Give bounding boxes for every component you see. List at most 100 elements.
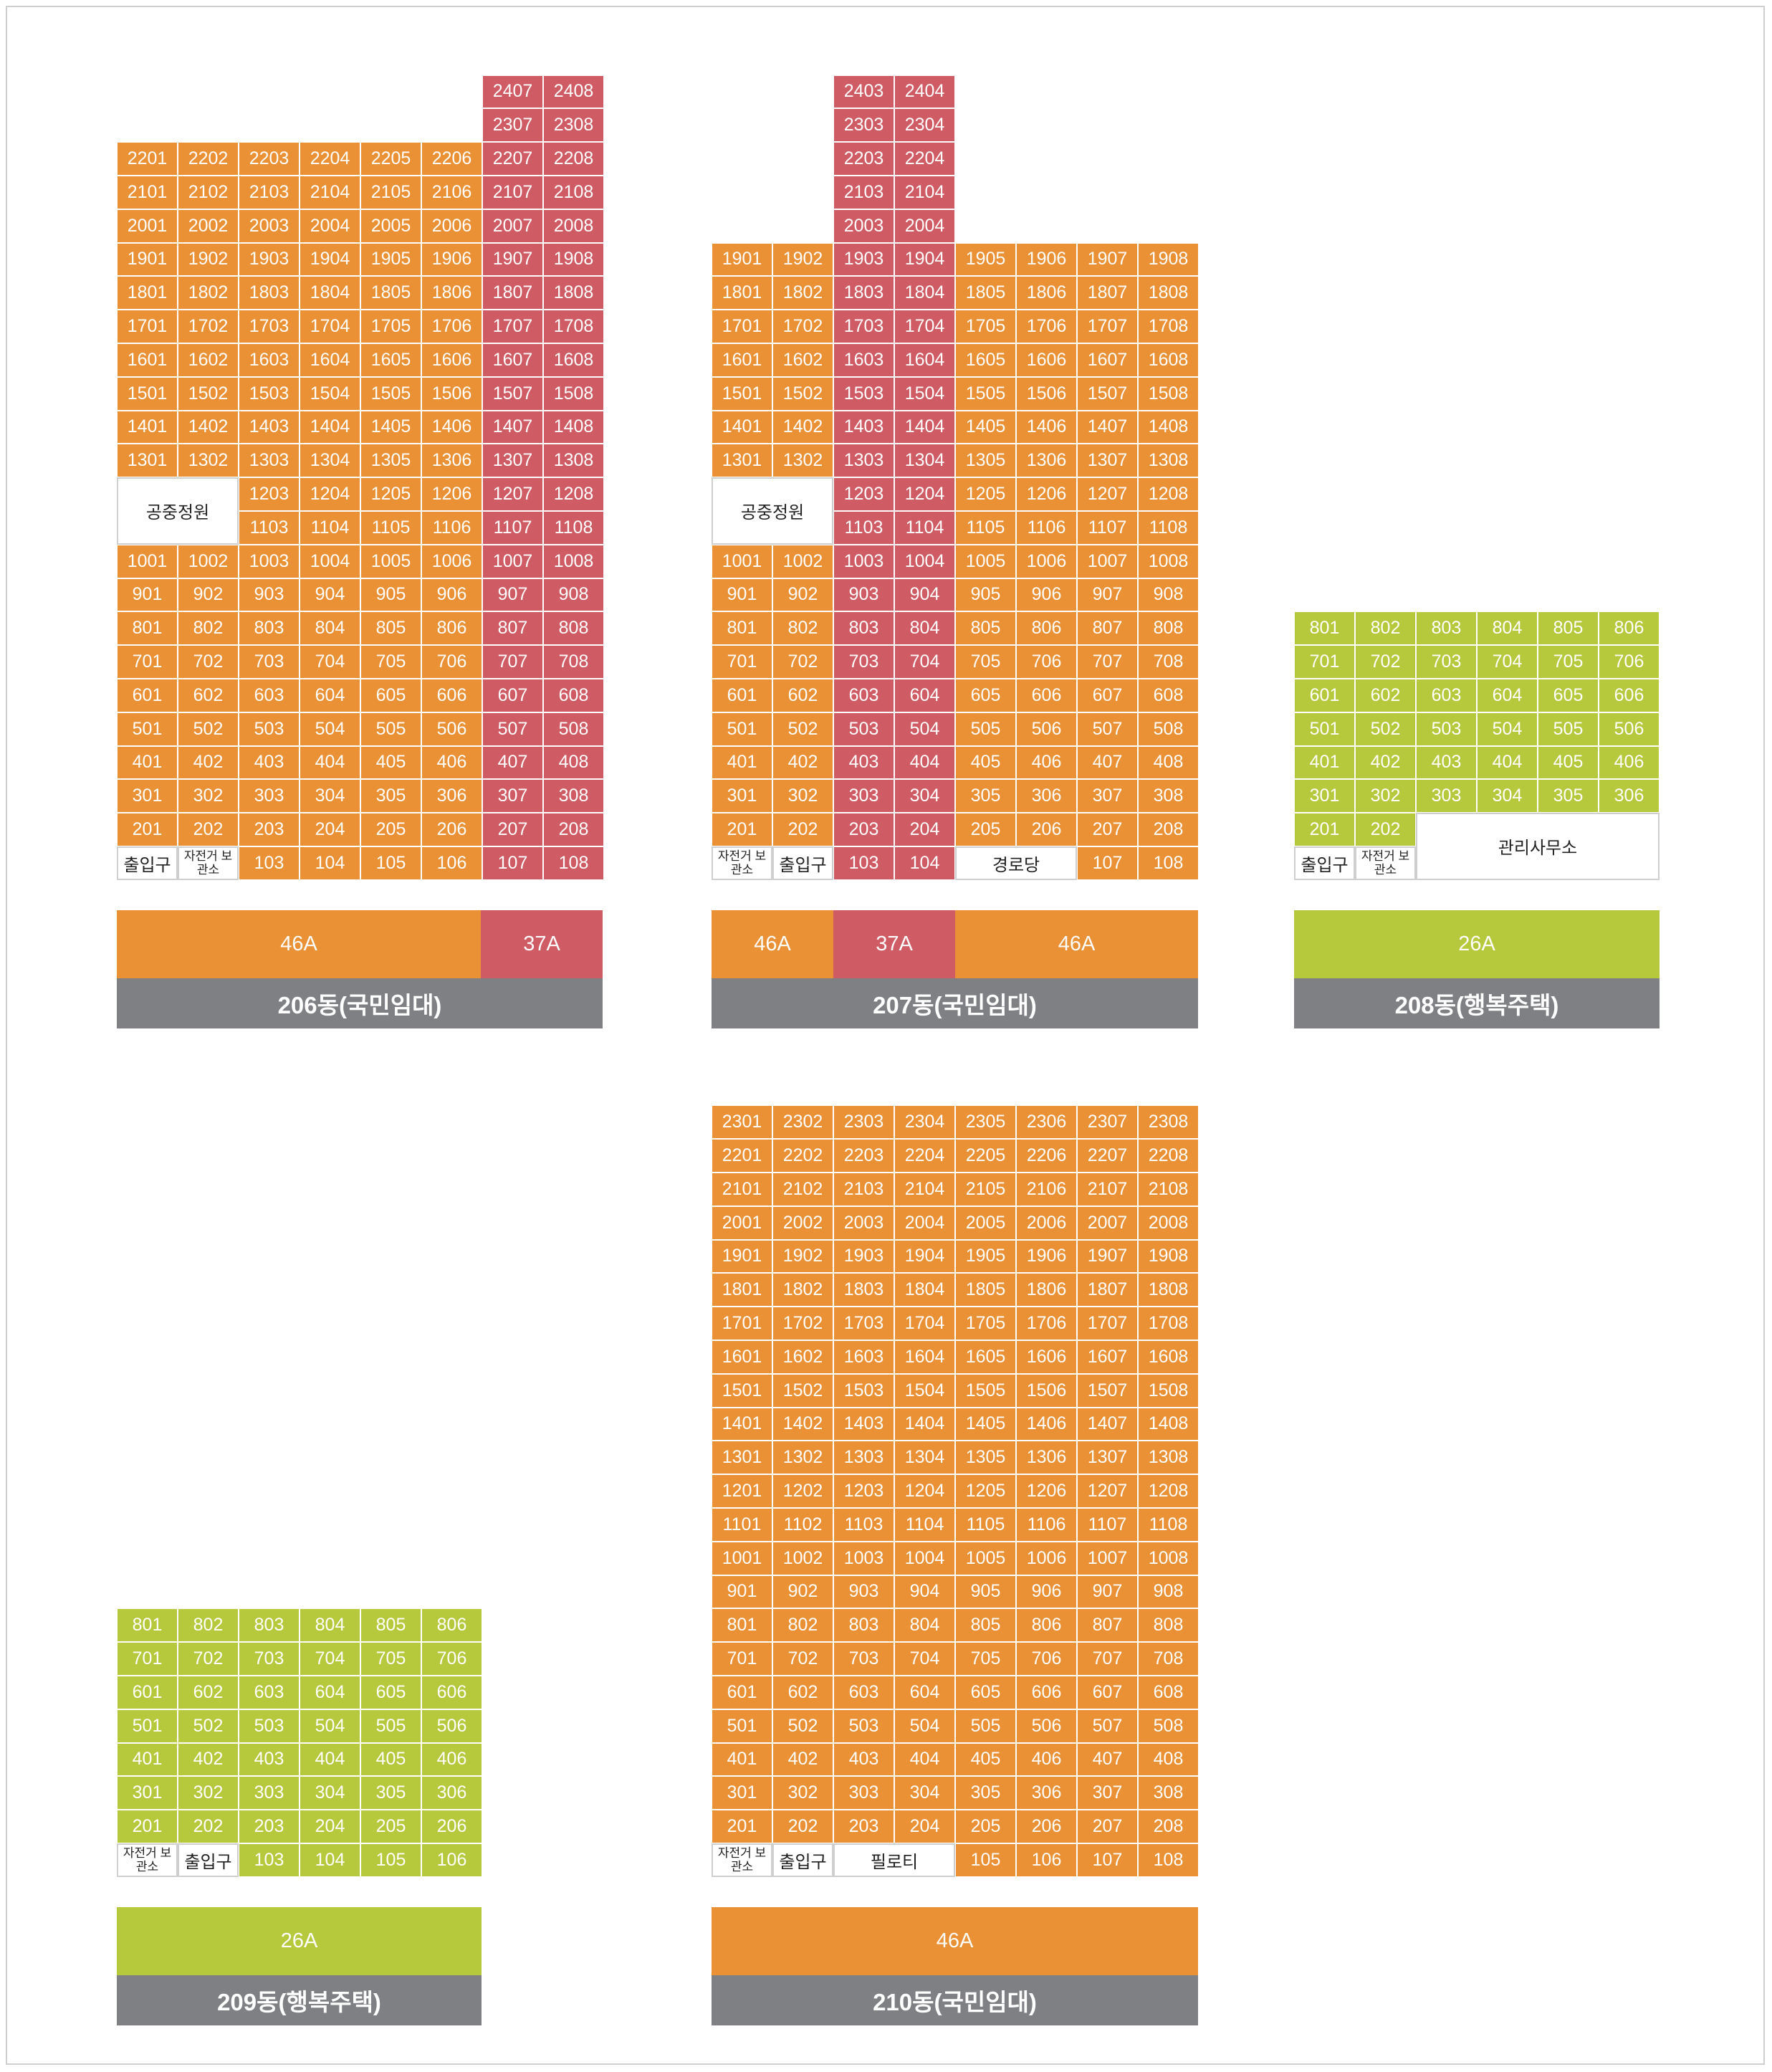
unit-cell: 705 (360, 1642, 421, 1676)
unit-cell: 1404 (894, 1407, 955, 1441)
unit-cell: 1606 (1016, 343, 1077, 377)
unit-cell: 503 (1416, 712, 1477, 746)
unit-cell: 703 (833, 1642, 894, 1676)
unit-type-bar: 37A (833, 910, 955, 978)
unit-cell: 704 (894, 645, 955, 679)
unit-cell: 1605 (360, 343, 421, 377)
unit-cell: 701 (1294, 645, 1355, 679)
unit-cell: 1807 (1077, 276, 1138, 310)
building-label: 207동(국민임대) (712, 978, 1198, 1028)
unit-cell: 1408 (1138, 410, 1199, 444)
unit-cell: 2304 (894, 1105, 955, 1140)
unit-cell: 1908 (543, 242, 604, 277)
unit-cell: 2005 (360, 209, 421, 243)
unit-cell: 803 (833, 1608, 894, 1643)
facility-entrance: 출입구 (117, 846, 178, 880)
unit-cell: 1004 (894, 544, 955, 578)
unit-cell: 1707 (1077, 310, 1138, 343)
unit-cell: 701 (712, 645, 772, 679)
unit-cell: 401 (1294, 745, 1355, 780)
unit-cell: 2102 (772, 1173, 833, 1206)
facility-entrance: 출입구 (1294, 846, 1355, 880)
unit-cell: 1504 (894, 376, 955, 411)
unit-cell: 2101 (712, 1173, 772, 1206)
unit-cell: 404 (894, 745, 955, 780)
unit-cell: 2101 (117, 176, 178, 209)
unit-cell: 405 (360, 1742, 421, 1777)
unit-cell: 1107 (1077, 1508, 1138, 1542)
unit-cell: 1702 (178, 310, 239, 343)
unit-cell: 1805 (360, 276, 421, 310)
unit-cell: 806 (1599, 611, 1660, 646)
unit-cell: 403 (833, 745, 894, 780)
unit-cell: 406 (1016, 745, 1077, 780)
unit-cell: 506 (421, 1709, 482, 1743)
unit-cell: 1103 (239, 511, 300, 545)
unit-cell: 1004 (894, 1541, 955, 1575)
unit-cell: 905 (955, 578, 1016, 612)
unit-cell: 303 (1416, 779, 1477, 813)
unit-cell: 2103 (833, 1173, 894, 1206)
unit-cell: 2006 (421, 209, 482, 243)
unit-cell: 606 (421, 679, 482, 712)
unit-cell: 306 (1016, 779, 1077, 813)
unit-cell: 902 (772, 1575, 833, 1609)
unit-cell: 1702 (772, 310, 833, 343)
unit-cell: 904 (894, 1575, 955, 1609)
unit-cell: 402 (178, 1742, 239, 1777)
unit-cell: 206 (1016, 813, 1077, 846)
unit-cell: 1204 (894, 1474, 955, 1508)
unit-cell: 507 (482, 712, 543, 746)
unit-cell: 1408 (1138, 1407, 1199, 1441)
unit-cell: 604 (300, 679, 360, 712)
unit-cell: 1301 (712, 1441, 772, 1475)
facility-entrance: 출입구 (772, 846, 833, 880)
unit-cell: 1907 (1077, 242, 1138, 277)
unit-cell: 701 (712, 1642, 772, 1676)
unit-cell: 903 (833, 1575, 894, 1609)
unit-cell: 701 (117, 645, 178, 679)
unit-cell: 603 (1416, 679, 1477, 712)
unit-cell: 508 (543, 712, 604, 746)
unit-cell: 405 (955, 745, 1016, 780)
unit-cell: 1807 (482, 276, 543, 310)
unit-cell: 1604 (894, 343, 955, 377)
unit-cell: 1704 (300, 310, 360, 343)
unit-cell: 105 (360, 846, 421, 880)
unit-type-bar: 26A (117, 1907, 482, 1975)
unit-cell: 1903 (833, 242, 894, 277)
unit-cell: 1007 (482, 544, 543, 578)
unit-cell: 1104 (300, 511, 360, 545)
unit-cell: 1701 (712, 310, 772, 343)
unit-cell: 1106 (421, 511, 482, 545)
unit-cell: 1501 (117, 376, 178, 411)
unit-cell: 803 (1416, 611, 1477, 646)
unit-cell: 1603 (239, 343, 300, 377)
unit-cell: 302 (772, 1776, 833, 1810)
unit-cell: 1401 (117, 410, 178, 444)
facility-bike: 자전거 보관소 (117, 1843, 178, 1877)
unit-cell: 1208 (543, 477, 604, 511)
unit-cell: 804 (894, 611, 955, 646)
unit-type-bar: 26A (1294, 910, 1660, 978)
unit-cell: 708 (1138, 645, 1199, 679)
unit-cell: 2306 (1016, 1105, 1077, 1140)
unit-cell: 1402 (772, 410, 833, 444)
unit-cell: 1902 (178, 242, 239, 277)
unit-cell: 904 (894, 578, 955, 612)
unit-cell: 806 (421, 611, 482, 646)
unit-cell: 1207 (1077, 477, 1138, 511)
unit-cell: 1503 (239, 376, 300, 411)
unit-cell: 1601 (117, 343, 178, 377)
unit-cell: 1707 (1077, 1307, 1138, 1340)
unit-cell: 2103 (833, 176, 894, 209)
unit-cell: 303 (239, 779, 300, 813)
unit-cell: 1501 (712, 376, 772, 411)
unit-cell: 701 (117, 1642, 178, 1676)
unit-cell: 1405 (955, 410, 1016, 444)
unit-cell: 604 (894, 679, 955, 712)
unit-cell: 1906 (421, 242, 482, 277)
unit-cell: 1508 (1138, 1373, 1199, 1408)
unit-cell: 1406 (421, 410, 482, 444)
unit-cell: 1002 (772, 544, 833, 578)
